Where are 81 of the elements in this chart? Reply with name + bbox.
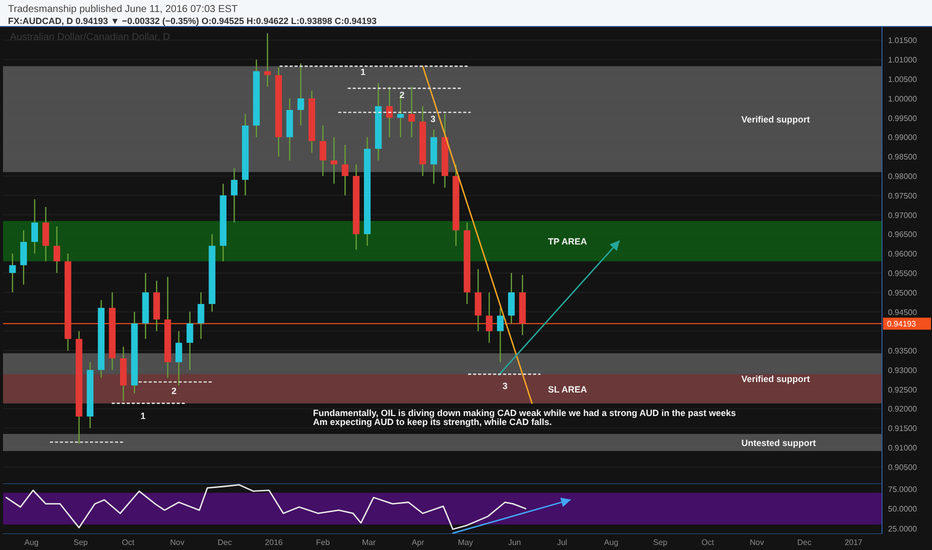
x-tick-label: Sep [73, 538, 88, 547]
annotation: 1 [360, 67, 366, 77]
candlestick [508, 272, 515, 324]
y-tick-label: 0.91000 [888, 444, 918, 453]
annotation: Am expecting AUD to keep its strength, while CAD falls. [313, 417, 552, 427]
candlestick [186, 311, 194, 371]
candlestick [9, 252, 16, 293]
chart-subtitle: FX:AUDCAD, D 0.94193 ▼ −0.00332 (−0.35%) O:0.94525 H:0.94622 L:0.93898 C:0.94193 [8, 16, 377, 26]
candlestick [264, 32, 271, 88]
y-tick-label: 0.96000 [888, 250, 918, 259]
line-series [5, 484, 526, 530]
y-tick-label: 1.01000 [888, 56, 918, 65]
x-tick-label: Nov [170, 538, 184, 547]
x-tick-label: Oct [122, 538, 136, 547]
candlestick [54, 226, 60, 274]
candlestick [175, 330, 182, 386]
x-tick-label: Aug [604, 538, 618, 547]
y-tick-label: 25.0000 [888, 524, 918, 534]
annotation: Fundamentally, OIL is diving down making CAD weak while we had a strong AUD in the past weeks [313, 408, 736, 418]
y-tick-label: 0.93500 [888, 346, 918, 356]
y-tick-label: 0.91500 [888, 424, 918, 434]
y-tick-label: 0.98500 [888, 152, 918, 162]
candlestick [342, 144, 348, 196]
y-tick-label: 0.98000 [888, 172, 918, 181]
y-tick-label: 0.95500 [888, 268, 918, 278]
y-tick-label: 1.00500 [888, 74, 918, 84]
band-label: Verified support [741, 114, 810, 125]
band-label: SL AREA [548, 384, 588, 394]
candlestick [20, 230, 27, 286]
candlestick [42, 206, 50, 262]
y-tick-label: 0.93000 [888, 366, 918, 375]
y-tick-label: 0.97000 [888, 210, 918, 220]
y-tick-label: 0.94500 [888, 308, 918, 317]
x-tick-label: Aug [24, 538, 39, 547]
band-label: Verified support [741, 374, 810, 384]
x-tick-label: Sep [653, 538, 668, 547]
candlestick [408, 86, 415, 138]
y-tick-label: 0.99500 [888, 114, 918, 123]
annotation: 2 [171, 386, 177, 396]
x-tick-label: May [458, 538, 474, 547]
candlestick [320, 124, 326, 177]
annotation: 1 [140, 411, 146, 421]
ref-line-label: 0.94193 [887, 320, 916, 329]
x-tick-label: Oct [702, 538, 715, 547]
candlestick [486, 292, 493, 344]
y-tick-label: 0.92500 [888, 385, 918, 394]
y-tick-label: 75.0000 [888, 484, 918, 494]
candlestick [397, 94, 404, 138]
y-tick-label: 1.01500 [888, 36, 918, 46]
band-label: Untested support [741, 438, 816, 448]
annotation: 2 [399, 90, 405, 100]
y-tick-label: 0.96500 [888, 230, 918, 240]
x-tick-label: Jun [508, 538, 522, 547]
x-tick-label: Feb [316, 538, 330, 547]
y-tick-label: 0.95000 [888, 288, 918, 298]
candlestick [230, 168, 238, 224]
annotation: 3 [430, 114, 436, 124]
candlestick [198, 292, 204, 340]
x-tick-label: Dec [218, 538, 232, 547]
band-label: TP AREA [548, 236, 588, 247]
x-tick-label: Nov [750, 538, 764, 547]
x-tick-label: Jul [556, 538, 568, 547]
y-tick-label: 0.92000 [888, 404, 918, 414]
y-tick-label: 0.97500 [888, 191, 918, 200]
candlestick [496, 307, 504, 363]
candlestick [297, 62, 304, 126]
x-tick-label: 2016 [264, 538, 284, 547]
x-tick-label: Dec [797, 538, 812, 547]
candlestick [474, 268, 482, 332]
y-tick-label: 0.99000 [888, 133, 918, 142]
candlestick [330, 136, 338, 184]
y-tick-label: 1.00000 [888, 94, 918, 104]
chart-title: Tradesmanship published June 11, 2016 07:03 EST [8, 4, 238, 15]
x-tick-label: Apr [412, 538, 425, 547]
y-tick-label: 50.0000 [888, 504, 918, 514]
x-tick-label: 2017 [844, 538, 863, 547]
annotation: 3 [502, 381, 508, 391]
x-tick-label: Mar [362, 538, 376, 547]
y-tick-label: 0.90500 [888, 462, 918, 472]
candlestick [31, 198, 38, 254]
candlestick [386, 86, 393, 138]
